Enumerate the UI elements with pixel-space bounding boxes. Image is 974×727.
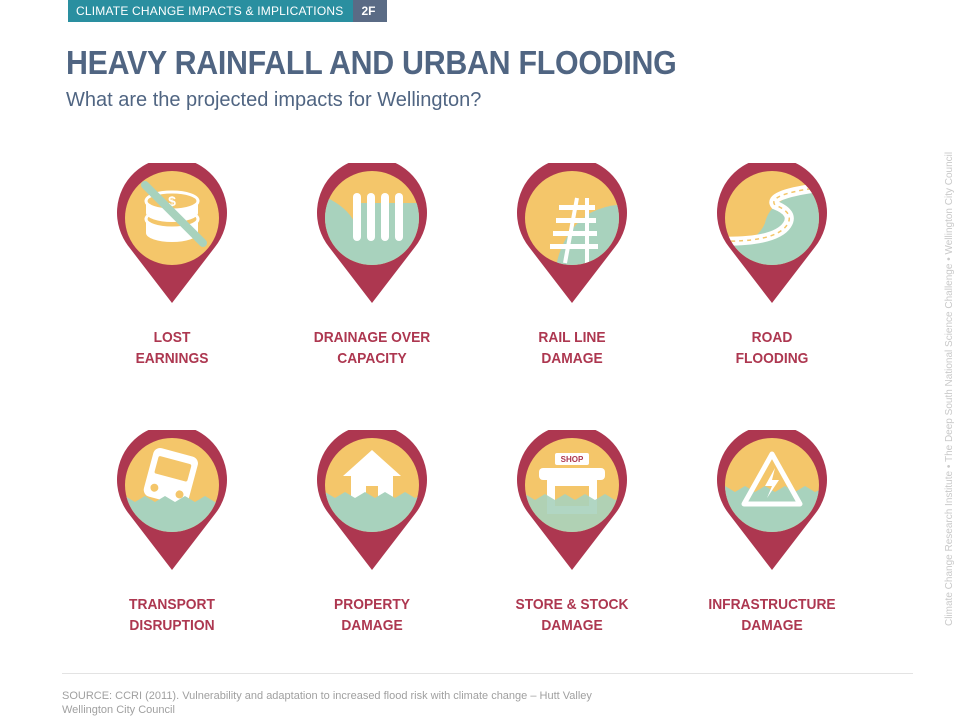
shop-icon: SHOP bbox=[517, 430, 627, 570]
impact-label-line2: DAMAGE bbox=[341, 617, 403, 634]
impact-label-line2: DAMAGE bbox=[541, 617, 603, 634]
impact-label-line1: ROAD bbox=[751, 329, 793, 346]
side-credit: Climate Change Research Institute • The … bbox=[944, 151, 955, 626]
rail-track-icon bbox=[517, 163, 627, 303]
svg-text:$: $ bbox=[168, 193, 176, 209]
impact-label-line2: EARNINGS bbox=[135, 350, 209, 367]
electric-hazard-icon bbox=[717, 430, 827, 570]
impact-property-damage: PROPERTY DAMAGE bbox=[272, 430, 472, 636]
footer-divider bbox=[62, 673, 913, 674]
impact-drainage-over-capacity: DRAINAGE OVER CAPACITY bbox=[272, 163, 472, 369]
source-note: SOURCE: CCRI (2011). Vulnerability and a… bbox=[62, 689, 592, 717]
impact-label-line2: DAMAGE bbox=[541, 350, 603, 367]
impact-road-flooding: ROAD FLOODING bbox=[672, 163, 872, 369]
bus-icon bbox=[117, 430, 227, 570]
impact-label-line2: DAMAGE bbox=[741, 617, 803, 634]
house-icon bbox=[317, 430, 427, 570]
source-line2: Wellington City Council bbox=[62, 704, 175, 716]
impact-label-line1: STORE & STOCK bbox=[515, 596, 629, 613]
section-label: CLIMATE CHANGE IMPACTS & IMPLICATIONS bbox=[68, 0, 354, 22]
impact-label-line1: TRANSPORT bbox=[129, 596, 215, 613]
section-code: 2F bbox=[353, 0, 388, 22]
drain-grate-icon bbox=[317, 163, 427, 303]
shop-sign-text: SHOP bbox=[561, 455, 584, 464]
coins-crossed-icon: $ bbox=[117, 163, 227, 303]
impact-label-line2: DISRUPTION bbox=[129, 617, 215, 634]
impact-store-stock-damage: SHOP STORE & STOCK DAMAGE bbox=[472, 430, 672, 636]
impact-infrastructure-damage: INFRASTRUCTURE DAMAGE bbox=[672, 430, 872, 636]
impact-transport-disruption: TRANSPORT DISRUPTION bbox=[72, 430, 272, 636]
impact-label-line1: LOST bbox=[153, 329, 191, 346]
page-subtitle: What are the projected impacts for Welli… bbox=[66, 89, 482, 111]
source-line1: SOURCE: CCRI (2011). Vulnerability and a… bbox=[62, 690, 592, 702]
impact-label-line1: INFRASTRUCTURE bbox=[708, 596, 836, 613]
impact-label-line2: CAPACITY bbox=[337, 350, 407, 367]
impact-label-line1: PROPERTY bbox=[334, 596, 410, 613]
impact-lost-earnings: $ LOST EARNINGS bbox=[72, 163, 272, 369]
impact-label-line1: DRAINAGE OVER bbox=[313, 329, 431, 346]
section-tag: CLIMATE CHANGE IMPACTS & IMPLICATIONS 2F bbox=[68, 0, 388, 22]
impact-rail-line-damage: RAIL LINE DAMAGE bbox=[472, 163, 672, 369]
impact-label-line1: RAIL LINE bbox=[538, 329, 606, 346]
impact-label-line2: FLOODING bbox=[735, 350, 809, 367]
winding-road-icon bbox=[717, 163, 827, 303]
page-title: HEAVY RAINFALL AND URBAN FLOODING bbox=[66, 44, 677, 81]
